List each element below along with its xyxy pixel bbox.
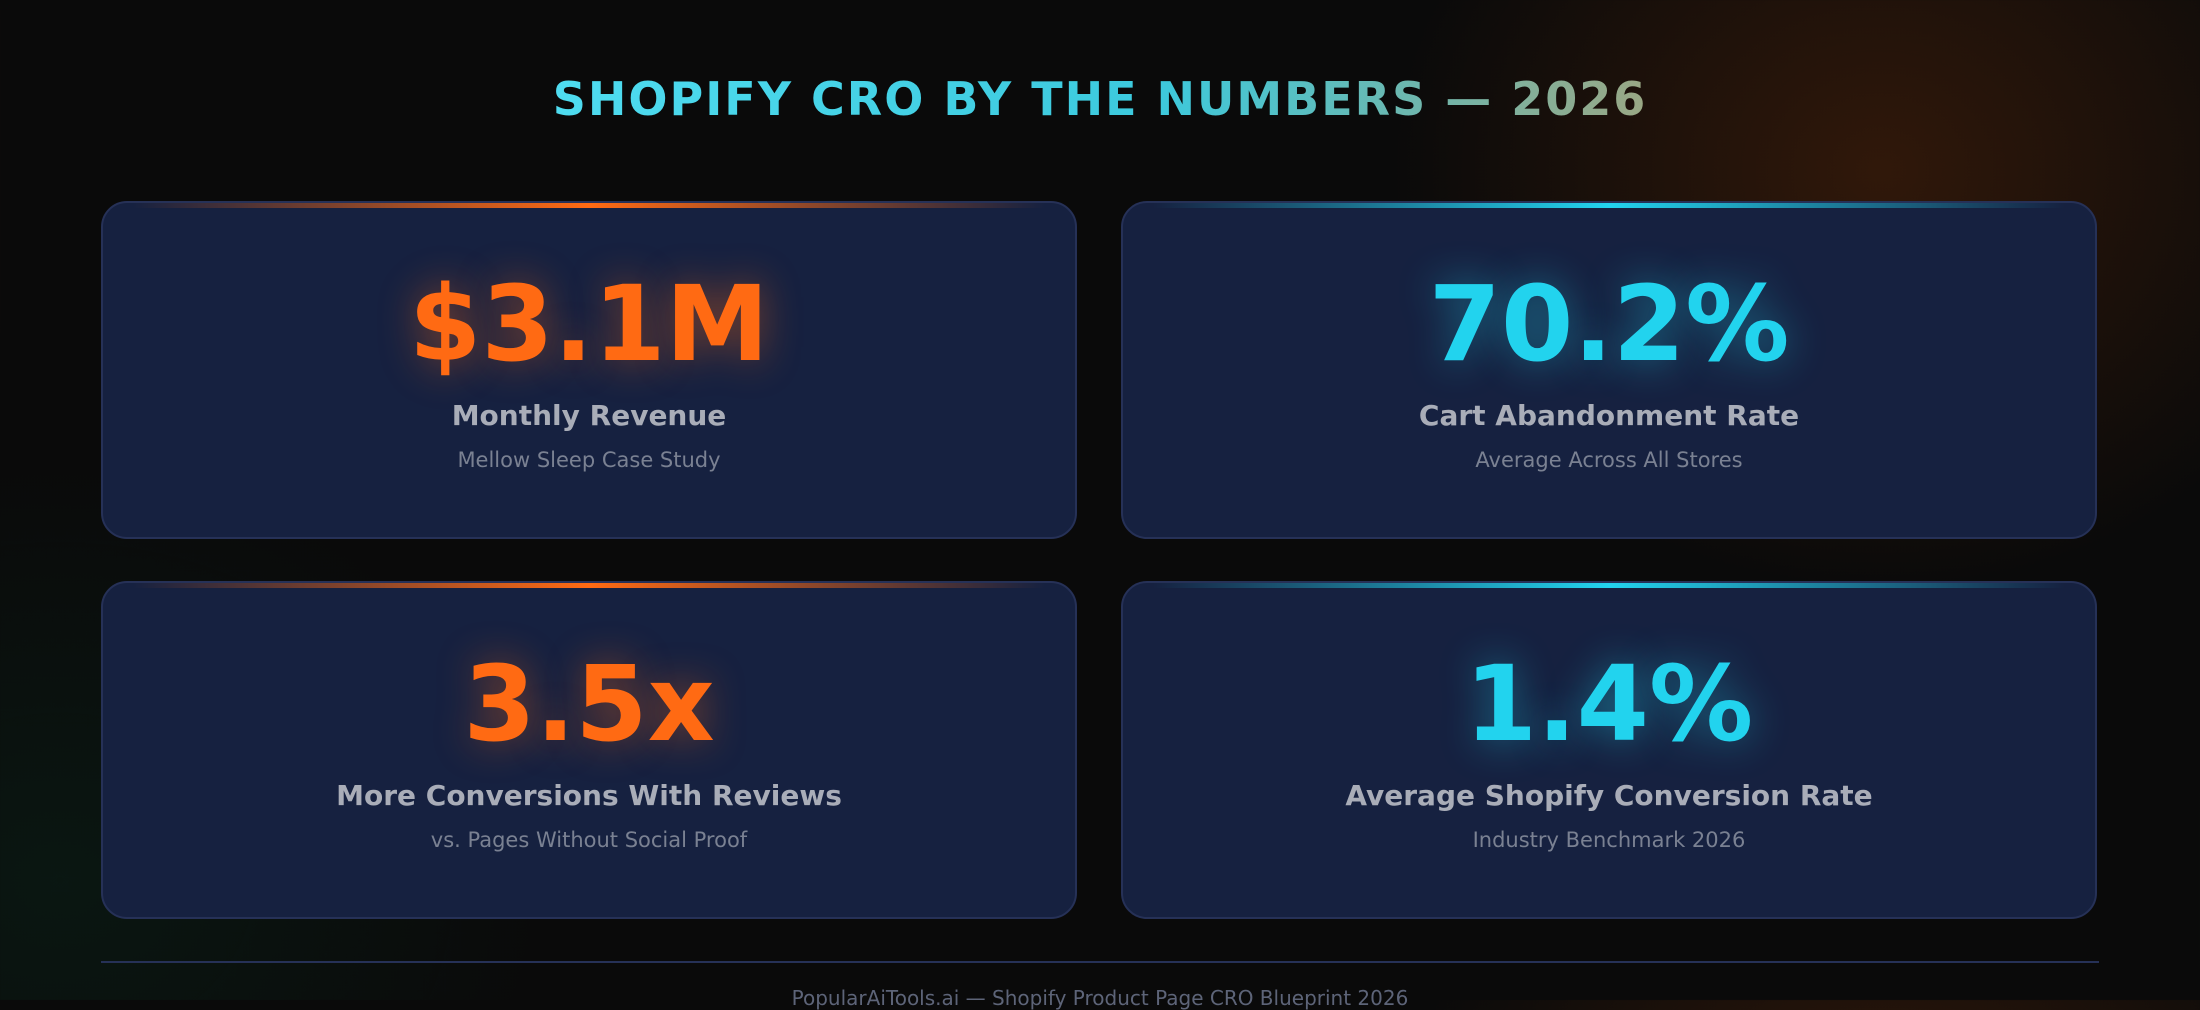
stat-label: Average Shopify Conversion Rate bbox=[1345, 779, 1873, 812]
stat-sublabel: vs. Pages Without Social Proof bbox=[430, 828, 748, 852]
stat-card: 3.5x More Conversions With Reviews vs. P… bbox=[101, 581, 1077, 919]
stat-value: 3.5x bbox=[463, 643, 715, 765]
stat-sublabel: Mellow Sleep Case Study bbox=[457, 448, 721, 472]
stat-sublabel: Industry Benchmark 2026 bbox=[1472, 828, 1746, 852]
title: SHOPIFY CRO BY THE NUMBERS — 2026 bbox=[552, 72, 1648, 126]
stat-card: 1.4% Average Shopify Conversion Rate Ind… bbox=[1121, 581, 2097, 919]
stat-label: Monthly Revenue bbox=[451, 399, 727, 432]
stat-value: $3.1M bbox=[408, 263, 770, 385]
divider bbox=[101, 961, 2099, 963]
stat-label: More Conversions With Reviews bbox=[336, 779, 842, 812]
stat-value: 70.2% bbox=[1428, 263, 1790, 385]
stat-value: 1.4% bbox=[1464, 643, 1754, 765]
stat-sublabel: Average Across All Stores bbox=[1475, 448, 1743, 472]
stat-card: 70.2% Cart Abandonment Rate Average Acro… bbox=[1121, 201, 2097, 539]
footer: PopularAiTools.ai — Shopify Product Page… bbox=[791, 986, 1409, 1010]
stat-card: $3.1M Monthly Revenue Mellow Sleep Case … bbox=[101, 201, 1077, 539]
stat-label: Cart Abandonment Rate bbox=[1418, 399, 1800, 432]
